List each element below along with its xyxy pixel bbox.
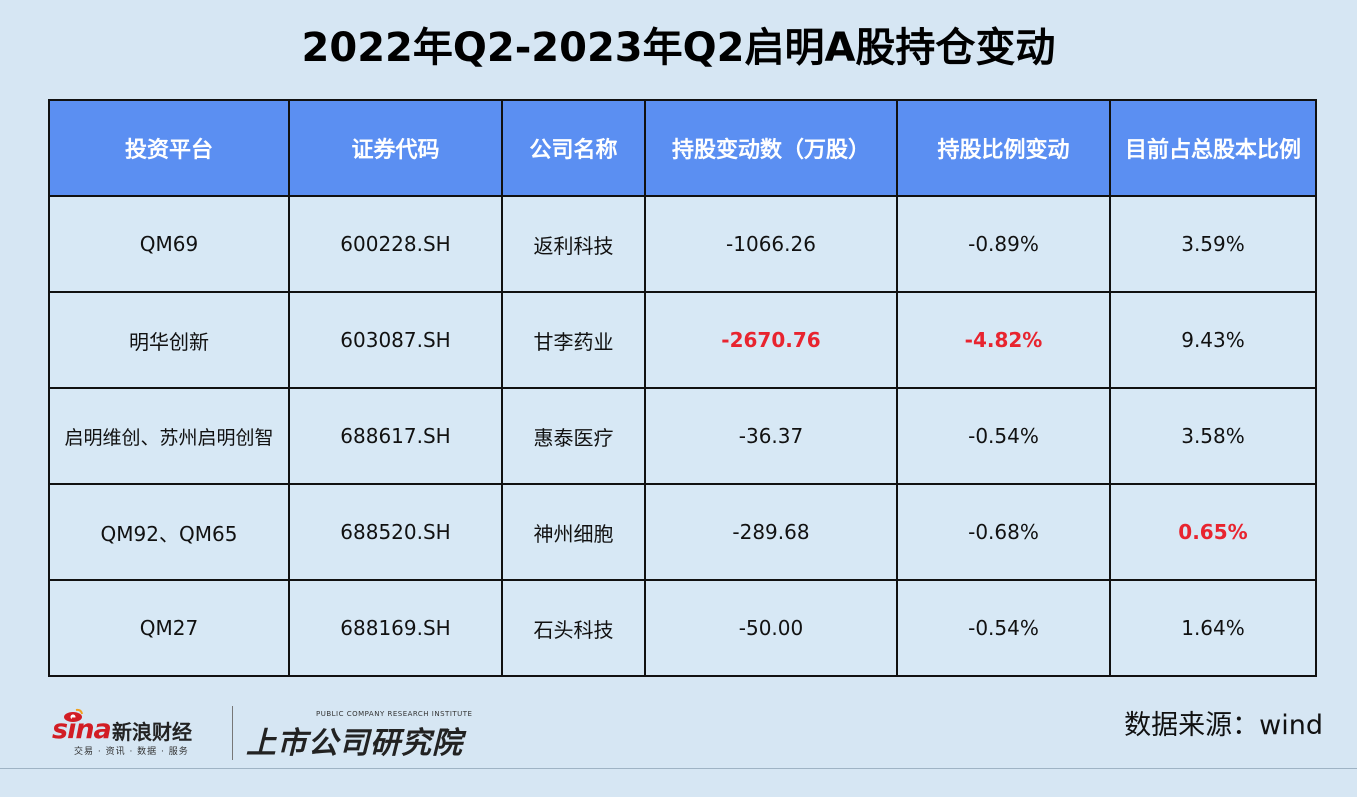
cell-ratio-change: -0.54%: [896, 579, 1111, 677]
header-platform: 投资平台: [48, 99, 290, 197]
cell-current-ratio: 3.59%: [1109, 195, 1317, 293]
cell-current-ratio: 1.64%: [1109, 579, 1317, 677]
cell-company: 惠泰医疗: [501, 387, 646, 485]
sina-eye-icon: [64, 708, 83, 722]
cell-platform: 启明维创、苏州启明创智: [48, 387, 290, 485]
sina-finance-name: 新浪财经: [112, 720, 192, 744]
cell-current-ratio: 9.43%: [1109, 291, 1317, 389]
cell-company: 石头科技: [501, 579, 646, 677]
page-title: 2022年Q2-2023年Q2启明A股持仓变动: [301, 25, 1056, 71]
header-current-ratio: 目前占总股本比例: [1109, 99, 1317, 197]
table-row: QM27 688169.SH 石头科技 -50.00 -0.54% 1.64%: [48, 579, 1317, 677]
cell-change: -50.00: [644, 579, 898, 677]
table-row: QM69 600228.SH 返利科技 -1066.26 -0.89% 3.59…: [48, 195, 1317, 293]
table-header-row: 投资平台 证券代码 公司名称 持股变动数（万股） 持股比例变动 目前占总股本比例: [48, 99, 1317, 197]
cell-current-ratio-highlight: 0.65%: [1109, 483, 1317, 581]
cell-change: -36.37: [644, 387, 898, 485]
header-company: 公司名称: [501, 99, 646, 197]
holdings-table: 投资平台 证券代码 公司名称 持股变动数（万股） 持股比例变动 目前占总股本比例…: [48, 99, 1317, 677]
cell-change-highlight: -2670.76: [644, 291, 898, 389]
cell-ratio-change: -0.89%: [896, 195, 1111, 293]
sina-wordmark: sina: [52, 714, 112, 745]
table-row: 启明维创、苏州启明创智 688617.SH 惠泰医疗 -36.37 -0.54%…: [48, 387, 1317, 485]
cell-platform: QM92、QM65: [48, 483, 290, 581]
cell-ratio-change-highlight: -4.82%: [896, 291, 1111, 389]
cell-change: -289.68: [644, 483, 898, 581]
cell-code: 688169.SH: [288, 579, 503, 677]
cell-code: 603087.SH: [288, 291, 503, 389]
cell-ratio-change: -0.54%: [896, 387, 1111, 485]
header-change: 持股变动数（万股）: [644, 99, 898, 197]
cell-code: 600228.SH: [288, 195, 503, 293]
cell-platform: QM69: [48, 195, 290, 293]
cell-company: 甘李药业: [501, 291, 646, 389]
cell-company: 神州细胞: [501, 483, 646, 581]
cell-code: 688617.SH: [288, 387, 503, 485]
table-row: QM92、QM65 688520.SH 神州细胞 -289.68 -0.68% …: [48, 483, 1317, 581]
cell-ratio-change: -0.68%: [896, 483, 1111, 581]
cell-code: 688520.SH: [288, 483, 503, 581]
institute-chinese-name: 上市公司研究院: [246, 726, 463, 761]
footer-divider: [0, 768, 1357, 769]
sina-finance-logo: sina 新浪财经 交易 · 资讯 · 数据 · 服务: [52, 708, 227, 760]
cell-current-ratio: 3.58%: [1109, 387, 1317, 485]
research-institute-logo: PUBLIC COMPANY RESEARCH INSTITUTE 上市公司研究…: [244, 708, 484, 761]
data-source: 数据来源：wind: [1124, 710, 1323, 741]
cell-change: -1066.26: [644, 195, 898, 293]
institute-english-name: PUBLIC COMPANY RESEARCH INSTITUTE: [316, 710, 473, 718]
table-row: 明华创新 603087.SH 甘李药业 -2670.76 -4.82% 9.43…: [48, 291, 1317, 389]
header-ratio-change: 持股比例变动: [896, 99, 1111, 197]
cell-platform: QM27: [48, 579, 290, 677]
sina-tagline: 交易 · 资讯 · 数据 · 服务: [74, 747, 189, 757]
cell-company: 返利科技: [501, 195, 646, 293]
cell-platform: 明华创新: [48, 291, 290, 389]
logo-divider: [232, 706, 233, 760]
header-code: 证券代码: [288, 99, 503, 197]
